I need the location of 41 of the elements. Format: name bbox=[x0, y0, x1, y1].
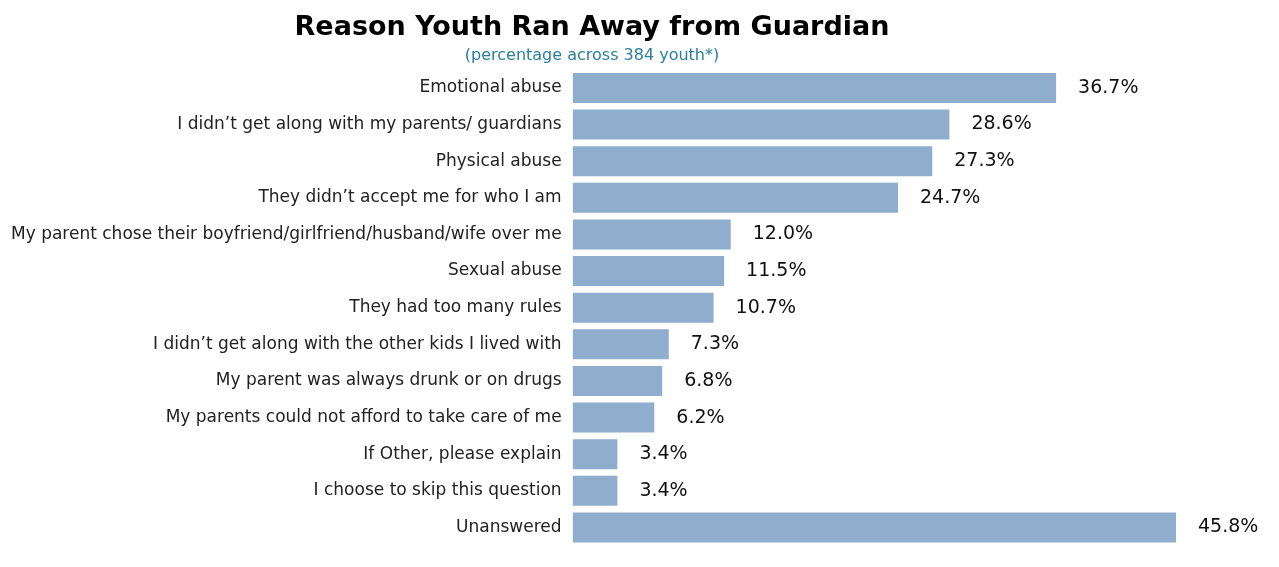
y-tick-label: If Other, please explain bbox=[363, 442, 562, 463]
bar bbox=[572, 365, 663, 396]
y-tick-label: I didn’t get along with the other kids I lived with bbox=[153, 332, 562, 353]
y-tick-label: Emotional abuse bbox=[419, 76, 562, 97]
data-label: 36.7% bbox=[1078, 74, 1139, 97]
y-tick-label: Sexual abuse bbox=[447, 259, 562, 280]
y-tick-label: My parents could not afford to take care of me bbox=[165, 406, 562, 427]
y-tick-label: I didn’t get along with my parents/ guardians bbox=[177, 112, 562, 133]
bar bbox=[572, 292, 714, 323]
data-label: 45.8% bbox=[1198, 514, 1259, 537]
data-label: 6.8% bbox=[684, 367, 733, 390]
data-label: 12.0% bbox=[752, 221, 814, 244]
y-tick-label: I choose to skip this question bbox=[313, 479, 562, 500]
bar bbox=[572, 146, 933, 177]
y-tick-label: Physical abuse bbox=[435, 149, 562, 170]
bar bbox=[572, 512, 1176, 543]
data-label: 3.4% bbox=[639, 441, 688, 464]
data-label: 3.4% bbox=[639, 477, 688, 500]
data-label: 24.7% bbox=[920, 184, 981, 207]
chart-title: Reason Youth Ran Away from Guardian bbox=[294, 10, 890, 42]
y-tick-label: They had too many rules bbox=[348, 296, 562, 317]
bar bbox=[572, 109, 950, 140]
bar bbox=[572, 72, 1057, 103]
data-label: 10.7% bbox=[735, 294, 796, 317]
data-label: 6.2% bbox=[676, 404, 725, 427]
data-label: 28.6% bbox=[971, 111, 1032, 134]
data-label: 11.5% bbox=[746, 258, 807, 281]
bar bbox=[572, 219, 731, 250]
data-label: 27.3% bbox=[954, 148, 1015, 171]
data-label: 7.3% bbox=[690, 331, 740, 354]
bar bbox=[572, 439, 618, 470]
y-tick-label: My parent chose their boyfriend/girlfriend/husband/wife over me bbox=[11, 222, 562, 243]
bar bbox=[572, 182, 899, 213]
y-tick-label: Unanswered bbox=[456, 515, 562, 536]
bar bbox=[572, 256, 725, 287]
bar bbox=[572, 329, 669, 360]
chart-subtitle: (percentage across 384 youth*) bbox=[464, 45, 720, 65]
y-tick-label: My parent was always drunk or on drugs bbox=[215, 369, 562, 390]
y-tick-label: They didn’t accept me for who I am bbox=[257, 186, 562, 207]
bar bbox=[572, 402, 655, 433]
bar bbox=[572, 475, 618, 506]
